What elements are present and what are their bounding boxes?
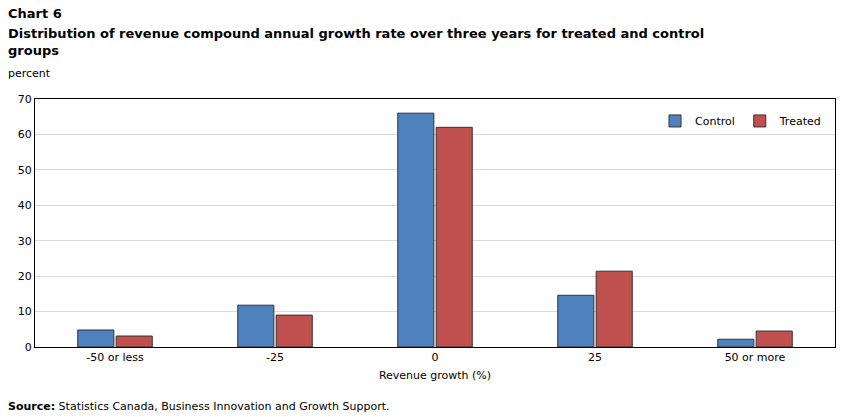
svg-text:40: 40 — [18, 199, 32, 212]
svg-text:-25: -25 — [266, 351, 284, 364]
svg-text:groups: groups — [8, 43, 59, 58]
svg-text:50 or more: 50 or more — [725, 351, 786, 364]
svg-text:70: 70 — [18, 93, 32, 106]
svg-text:30: 30 — [18, 235, 32, 248]
svg-text:20: 20 — [18, 270, 32, 283]
svg-text:25: 25 — [588, 351, 602, 364]
svg-text:0: 0 — [432, 351, 439, 364]
svg-text:Source: Statistics Canada, Bus: Source: Statistics Canada, Business Inno… — [8, 400, 389, 413]
svg-text:Revenue growth (%): Revenue growth (%) — [379, 369, 491, 382]
svg-text:Distribution of revenue compou: Distribution of revenue compound annual … — [8, 26, 704, 41]
svg-text:-50 or less: -50 or less — [86, 351, 144, 364]
svg-text:Control: Control — [695, 115, 735, 128]
svg-text:percent: percent — [8, 67, 51, 80]
svg-text:0: 0 — [25, 341, 32, 354]
svg-text:10: 10 — [18, 305, 32, 318]
svg-text:60: 60 — [18, 128, 32, 141]
svg-text:Treated: Treated — [779, 115, 821, 128]
svg-text:50: 50 — [18, 164, 32, 177]
svg-text:Chart 6: Chart 6 — [8, 6, 62, 21]
